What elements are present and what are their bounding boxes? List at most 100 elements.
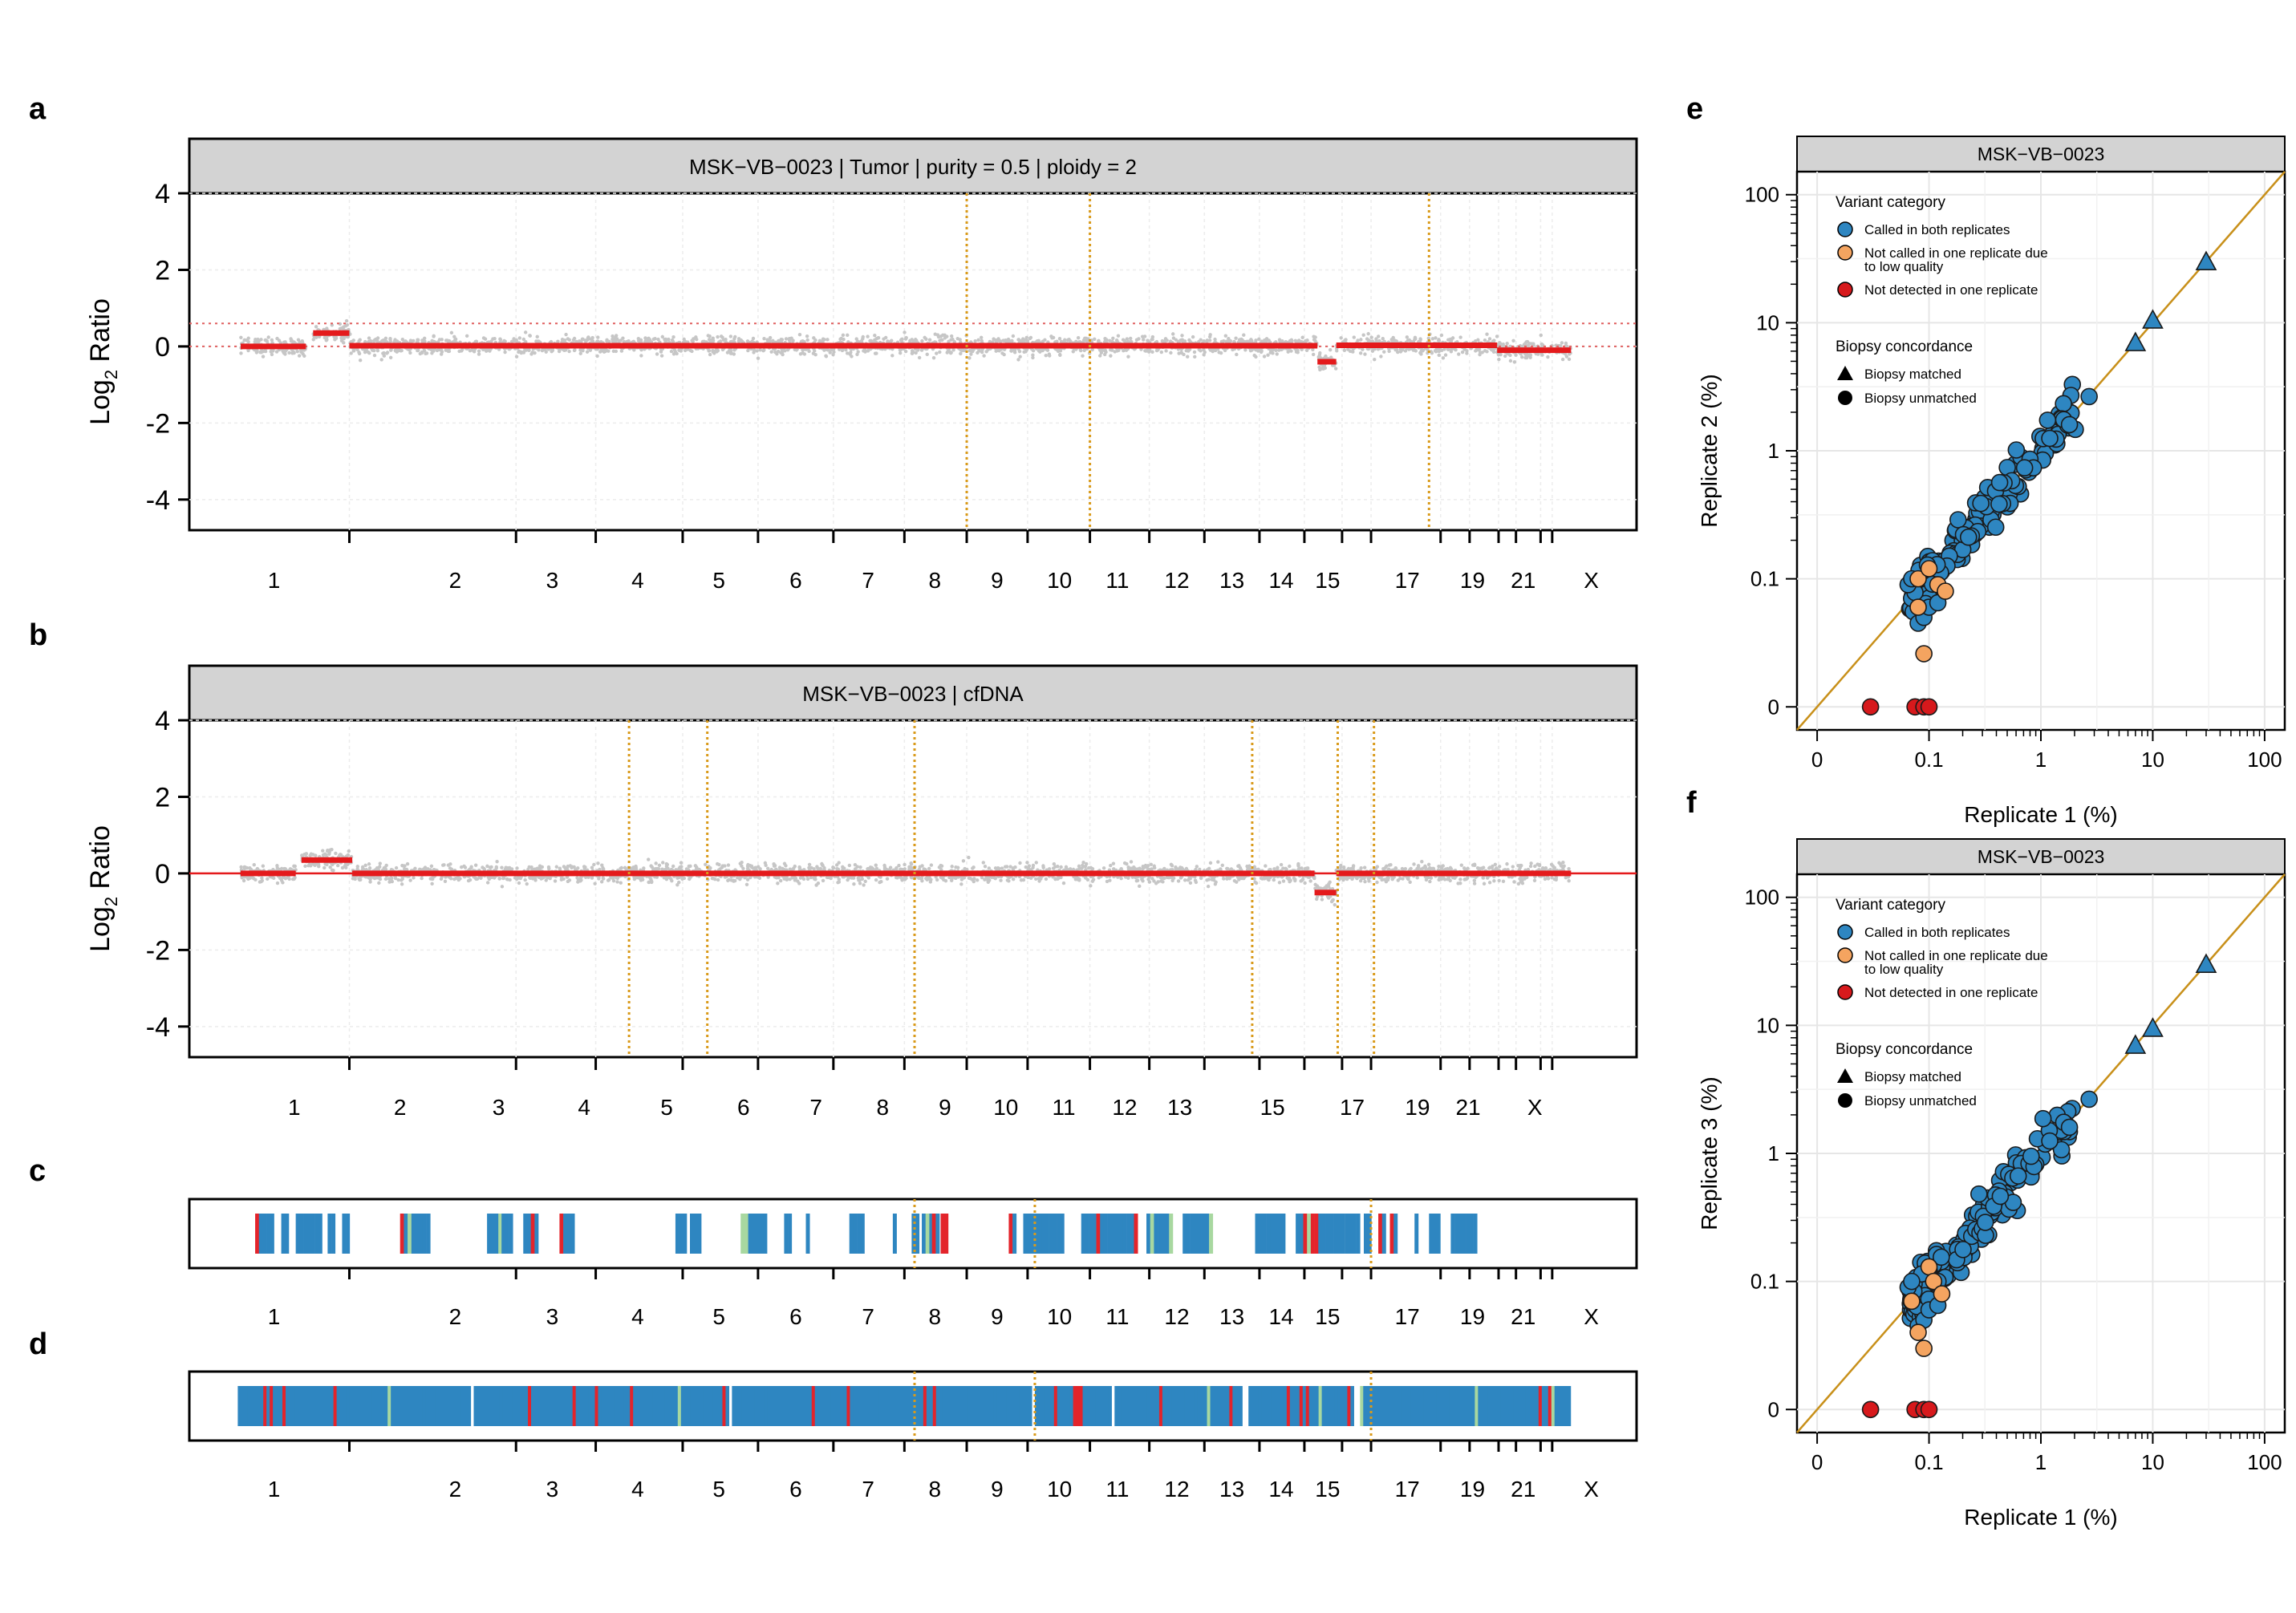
y-tick-label: 4 [155, 179, 170, 209]
cn-point [408, 878, 412, 882]
cn-point [890, 354, 894, 358]
cn-point [1437, 338, 1441, 342]
cn-point [943, 336, 947, 340]
cn-point [874, 877, 878, 882]
cn-point [756, 356, 761, 360]
panel-letter-b: b [29, 618, 47, 652]
cn-point [1476, 338, 1480, 342]
cn-point [270, 352, 274, 357]
cn-point [239, 335, 243, 339]
cn-point [1194, 880, 1199, 885]
cn-point [528, 334, 532, 338]
cn-point [1163, 337, 1168, 341]
cn-point [1358, 351, 1363, 355]
cn-point [281, 881, 285, 885]
cn-point [858, 881, 862, 886]
cn-point [677, 348, 681, 352]
cn-point [909, 861, 913, 865]
cn-point [874, 351, 878, 355]
cn-point [254, 877, 258, 882]
cn-point [521, 337, 526, 342]
cn-point [949, 334, 954, 338]
cn-point [1497, 357, 1501, 362]
cn-point [1025, 338, 1030, 343]
cn-point [980, 338, 984, 343]
panel-letter-f: f [1686, 786, 1697, 820]
cn-point [249, 867, 254, 872]
cn-point [733, 334, 737, 339]
cn-point [432, 334, 436, 338]
cn-point [1568, 352, 1572, 356]
cn-point [582, 865, 587, 869]
cn-point [533, 351, 537, 355]
cn-point [1016, 358, 1020, 362]
cn-point [564, 332, 568, 337]
cn-point [894, 875, 899, 880]
cn-point [1376, 334, 1381, 338]
panel-letter-d: d [29, 1327, 47, 1361]
cn-point [477, 352, 481, 356]
cn-point [1076, 335, 1081, 340]
cn-point [1508, 359, 1513, 363]
cn-point [832, 350, 836, 355]
cn-point [1382, 350, 1386, 354]
cn-point [611, 334, 615, 338]
cn-point [812, 336, 816, 340]
cn-point [1342, 348, 1347, 353]
cn-point [619, 349, 624, 353]
cn-point [842, 337, 846, 342]
chromosome-label: 13 [1219, 568, 1244, 593]
cn-point [261, 355, 266, 359]
y-label-sub: 2 [101, 370, 121, 379]
cn-point [339, 853, 343, 857]
cn-point [899, 347, 903, 352]
cn-point [260, 876, 264, 880]
cn-point [999, 339, 1003, 343]
cn-point [917, 355, 922, 360]
cn-point [967, 855, 971, 860]
cn-point [347, 849, 351, 853]
cn-point [691, 339, 695, 343]
cn-point [821, 337, 826, 341]
cn-point [785, 347, 790, 352]
cn-point [1286, 350, 1290, 354]
cn-point [508, 877, 512, 882]
cn-point [367, 336, 371, 340]
cn-point [266, 877, 270, 881]
cn-point [1442, 347, 1446, 351]
cn-point [540, 865, 545, 869]
cn-point [390, 879, 394, 884]
cn-point [1254, 338, 1258, 342]
cn-point [375, 338, 379, 342]
cn-point [489, 865, 493, 869]
cn-point [679, 861, 684, 865]
cn-point [328, 865, 332, 869]
y-tick-label: -2 [146, 408, 170, 439]
cn-point [259, 338, 263, 342]
cn-point [1186, 355, 1190, 359]
cn-point [920, 338, 924, 343]
cn-point [430, 881, 434, 886]
cn-point [1171, 336, 1176, 340]
cn-point [1161, 880, 1165, 884]
cn-point [855, 339, 860, 343]
cn-point [728, 334, 733, 338]
cn-point [1465, 351, 1469, 355]
cn-point [367, 866, 372, 870]
cn-point [1207, 877, 1211, 881]
cn-point [899, 337, 904, 342]
cn-point [1546, 355, 1550, 359]
cn-point [291, 877, 295, 881]
cn-point [1441, 356, 1446, 360]
cn-point [704, 862, 708, 867]
cn-point [1256, 349, 1260, 353]
cn-point [1446, 347, 1450, 351]
cn-point [1197, 347, 1201, 352]
cn-point [614, 349, 619, 354]
cn-point [1243, 348, 1247, 352]
cn-point [1263, 339, 1268, 343]
cn-point [1099, 351, 1104, 355]
chromosome-label: 21 [1511, 568, 1535, 593]
cn-point [1363, 352, 1367, 356]
cn-point [660, 334, 664, 339]
